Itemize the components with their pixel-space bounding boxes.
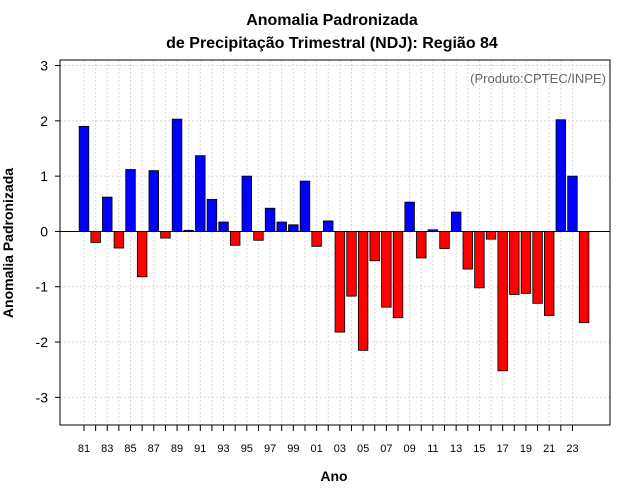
y-tick-label: -2 <box>36 334 49 350</box>
bar-07 <box>381 231 392 308</box>
x-tick-label: 87 <box>148 443 160 455</box>
x-tick-label: 05 <box>357 443 369 455</box>
y-axis: -3 -2 -1 0 1 2 3 <box>36 58 60 405</box>
bar-08 <box>392 231 404 319</box>
bar-97 <box>264 207 276 232</box>
x-tick-label: 93 <box>217 443 229 455</box>
x-tick-label: 17 <box>497 443 509 455</box>
bar-05 <box>357 231 369 351</box>
bar-93 <box>218 221 229 232</box>
x-tick-label: 91 <box>194 443 206 455</box>
x-tick-label: 83 <box>101 443 113 455</box>
bar-03 <box>334 231 346 333</box>
bar-06 <box>369 231 380 262</box>
bar-82 <box>90 231 101 243</box>
x-axis-label: Ano <box>320 468 347 484</box>
bar-95 <box>241 175 253 232</box>
bar-14 <box>462 231 473 270</box>
y-tick-label: 0 <box>40 223 48 239</box>
y-tick-label: -3 <box>36 389 49 405</box>
bar-96 <box>253 231 264 241</box>
bar-undefined <box>578 231 590 324</box>
x-tick-label: 95 <box>241 443 253 455</box>
bar-89 <box>171 118 183 232</box>
y-tick-label: -1 <box>36 279 49 295</box>
bar-16 <box>485 231 497 240</box>
bar-87 <box>148 170 159 232</box>
plot-frame <box>59 59 611 426</box>
bar-12 <box>439 231 450 249</box>
bar-00 <box>299 180 311 232</box>
bar-10 <box>416 231 427 259</box>
bar-21 <box>544 231 555 316</box>
x-tick-label: 13 <box>450 443 462 455</box>
bar-20 <box>532 231 543 304</box>
bar-22 <box>555 119 567 232</box>
bar-88 <box>160 231 171 239</box>
bar-02 <box>323 220 334 232</box>
bar-15 <box>474 231 485 289</box>
bar-84 <box>113 231 125 249</box>
y-tick-label: 2 <box>40 113 48 129</box>
x-tick-label: 01 <box>310 443 322 455</box>
bar-91 <box>195 155 206 232</box>
bar-99 <box>288 224 299 232</box>
x-tick-label: 19 <box>520 443 532 455</box>
x-tick-label: 89 <box>171 443 183 455</box>
bar-92 <box>206 198 218 232</box>
x-tick-label: 99 <box>287 443 299 455</box>
bar-98 <box>276 221 287 232</box>
bar-86 <box>136 231 148 278</box>
y-tick-label: 3 <box>40 58 48 74</box>
y-tick-label: 1 <box>40 168 48 184</box>
x-tick-label: 07 <box>380 443 392 455</box>
x-tick-label: 81 <box>78 443 90 455</box>
x-tick-label: 03 <box>334 443 346 455</box>
bar-83 <box>102 196 113 232</box>
bar-85 <box>125 169 136 232</box>
bar-17 <box>497 231 508 372</box>
bar-94 <box>229 231 241 246</box>
bar-18 <box>509 231 520 295</box>
x-axis: 81 83 85 87 89 91 93 95 97 99 01 03 05 07 09 11 13 15 17 19… <box>78 425 579 455</box>
chart-subtitle: de Precipitação Trimestral (NDJ): Região… <box>166 35 498 52</box>
bar-09 <box>404 201 415 232</box>
x-tick-label: 23 <box>566 443 578 455</box>
bar-23 <box>567 175 578 232</box>
x-tick-label: 15 <box>473 443 485 455</box>
bar-19 <box>520 231 532 294</box>
x-tick-label: 97 <box>264 443 276 455</box>
x-tick-label: 09 <box>404 443 416 455</box>
credit-annotation: (Produto:CPTEC/INPE) <box>470 71 606 86</box>
chart-title: Anomalia Padronizada <box>246 12 418 29</box>
bars <box>78 118 590 372</box>
x-tick-label: 21 <box>543 443 555 455</box>
x-tick-label: 11 <box>427 443 438 455</box>
bar-01 <box>311 231 322 247</box>
y-axis-label: Anomalia Padronizada <box>0 168 16 318</box>
bar-04 <box>346 231 357 297</box>
bar-81 <box>78 125 90 232</box>
x-tick-label: 85 <box>124 443 136 455</box>
bar-13 <box>450 211 462 232</box>
